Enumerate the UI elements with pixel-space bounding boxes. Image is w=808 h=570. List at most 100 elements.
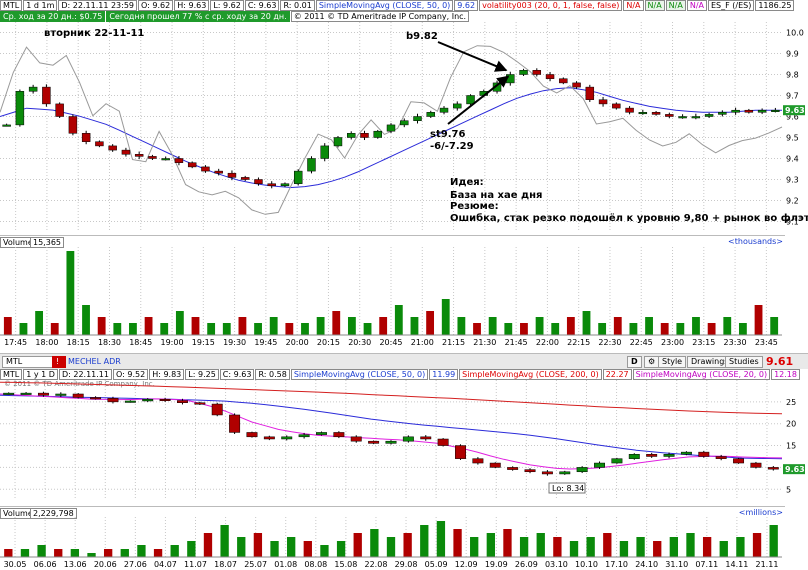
y-tick-label: 10.0 xyxy=(786,29,804,38)
intraday-header-cell: L: 9.62 xyxy=(210,0,244,11)
x-tick-label: 24.10 xyxy=(635,560,658,569)
candle-body xyxy=(385,440,397,444)
volume-bar xyxy=(120,549,129,557)
candle-body xyxy=(2,124,11,127)
candle-body xyxy=(229,414,241,433)
volume-bar xyxy=(97,317,106,335)
volume-bar xyxy=(379,317,388,335)
volume-bar xyxy=(220,525,229,557)
volume-bar xyxy=(536,533,545,557)
candle-body xyxy=(90,397,102,400)
candle-body xyxy=(466,95,475,105)
alert-icon[interactable]: ! xyxy=(52,356,66,368)
x-tick-label: 20:30 xyxy=(348,338,371,347)
volume-bar xyxy=(253,533,263,557)
candle-body xyxy=(757,109,767,113)
last-price: 9.61 xyxy=(766,355,794,368)
intraday-subheader-cell: Ср. ход за 20 дн.: $0.75 xyxy=(0,11,106,22)
intraday-header-cell: 9.62 xyxy=(454,0,479,11)
volume-bar xyxy=(770,317,779,335)
studies-button[interactable]: Studies xyxy=(725,356,763,368)
daily-header: MTL 1 y 1 D D: 22.11.11 O: 9.52 H: 9.83 L: 9.… xyxy=(0,369,808,380)
volume-bar xyxy=(660,323,669,335)
daily-header-cell: R: 0.58 xyxy=(255,369,290,380)
volume-bar xyxy=(603,533,612,557)
result-annotation: -6/-7.29 xyxy=(430,141,474,152)
d-button[interactable]: D xyxy=(627,356,642,368)
intraday-header: MTL 1 d 1m D: 22.11.11 23:59 O: 9.62 H: 9.63… xyxy=(0,0,808,11)
y-tick-label: 9.1 xyxy=(786,218,799,227)
y-tick-label: 5 xyxy=(786,485,791,494)
candle-body xyxy=(316,432,327,435)
candle-body xyxy=(298,434,310,438)
candle-body xyxy=(519,70,528,75)
candle-body xyxy=(142,398,154,402)
volume-bar xyxy=(586,537,595,557)
volume-bar xyxy=(153,549,163,557)
volume-bar xyxy=(353,533,362,557)
candle-body xyxy=(246,432,258,438)
candle-body xyxy=(320,145,329,159)
volume-bar xyxy=(20,549,30,557)
volume-bar xyxy=(3,317,12,335)
candle-body xyxy=(413,116,422,121)
series-line xyxy=(0,393,783,470)
candle-body xyxy=(347,133,356,138)
gear-icon[interactable]: ⚙ xyxy=(644,356,660,368)
daily-header-cell: 22.27 xyxy=(602,369,632,380)
candle-body xyxy=(107,398,119,403)
y-tick-label: 9.4 xyxy=(786,155,799,164)
volume-bar xyxy=(19,323,28,335)
candle-body xyxy=(148,156,157,159)
x-tick-label: 18.07 xyxy=(214,560,237,569)
x-tick-label: 19:30 xyxy=(223,338,246,347)
candle-body xyxy=(771,109,780,112)
volume-bar xyxy=(566,317,575,335)
volume-bar xyxy=(453,529,462,557)
volume-bar xyxy=(82,305,90,335)
candle-body xyxy=(767,467,779,470)
x-tick-label: 22:15 xyxy=(567,338,590,347)
y-tick-label: 9.9 xyxy=(786,50,799,59)
intraday-subheader: Ср. ход за 20 дн.: $0.75 Сегодня прошел 7… xyxy=(0,11,808,22)
y-tick-label: 9.6 xyxy=(786,113,799,122)
x-tick-label: 18:15 xyxy=(67,338,90,347)
intraday-header-cell: 1186.25 xyxy=(755,0,795,11)
y-tick-label: 9.3 xyxy=(786,176,799,185)
candle-body xyxy=(174,158,184,163)
x-tick-label: 04.07 xyxy=(154,560,177,569)
volume-bar xyxy=(519,537,529,557)
idea-label: Идея: xyxy=(450,177,484,188)
intraday-header-cell: C: 9.63 xyxy=(244,0,280,11)
x-tick-label: 22:45 xyxy=(630,338,653,347)
candle-body xyxy=(177,400,188,403)
candle-body xyxy=(68,116,78,134)
volume-bar xyxy=(736,537,745,557)
candle-body xyxy=(663,454,675,457)
volume-bar xyxy=(87,553,96,557)
candle-body xyxy=(437,438,449,446)
x-tick-label: 21:30 xyxy=(473,338,496,347)
intraday-volume-chart: 17:45 18:00 18:15 18:30 18:45 19:00 19:15 19:30… xyxy=(0,247,782,347)
x-tick-label: 23:45 xyxy=(755,338,778,347)
intraday-header-cell: R: 0.01 xyxy=(280,0,315,11)
candle-body xyxy=(333,432,345,438)
candle-body xyxy=(293,170,303,184)
volume-bar xyxy=(386,537,396,557)
chart-toolbar: MTL ! MECHEL ADR D ⚙ Style Drawings Stud… xyxy=(0,353,808,370)
stop-arrow xyxy=(447,75,510,125)
x-tick-label: 13.06 xyxy=(64,560,87,569)
style-button[interactable]: Style xyxy=(658,356,687,368)
x-tick-label: 21.11 xyxy=(756,560,779,569)
buy-arrow xyxy=(437,41,508,72)
candle-body xyxy=(532,70,542,75)
x-tick-label: 07.11 xyxy=(695,560,718,569)
candle-body xyxy=(240,177,250,180)
candle-body xyxy=(472,458,484,464)
symbol-input[interactable]: MTL xyxy=(2,356,56,368)
candle-body xyxy=(20,392,32,395)
volume-bar xyxy=(175,311,184,335)
candle-body xyxy=(691,116,701,119)
volume-bar xyxy=(129,323,137,335)
